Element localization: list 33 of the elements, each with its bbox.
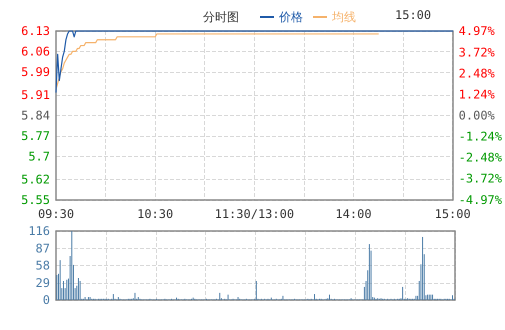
y-tick-label: 6.06	[21, 44, 50, 58]
y-tick-label: 58	[36, 258, 50, 272]
y2-tick-label: -1.24%	[458, 130, 503, 144]
legend-label: 价格	[278, 10, 303, 24]
y-tick-label: 5.55	[21, 193, 50, 207]
y2-tick-label: 4.97%	[458, 24, 496, 38]
y-tick-label: 5.91	[21, 88, 50, 102]
y-tick-label: 5.84	[21, 108, 50, 122]
y-tick-label: 5.7	[28, 149, 50, 164]
y2-tick-label: -3.72%	[458, 172, 503, 186]
y2-tick-label: 0.00%	[458, 108, 496, 122]
line-series	[55, 33, 379, 90]
y-tick-label: 0	[42, 293, 50, 307]
y-tick-label: 5.77	[21, 128, 50, 143]
y-tick-label: 116	[28, 224, 50, 238]
y-tick-label: 5.99	[21, 64, 50, 79]
y-tick-label: 29	[36, 276, 50, 290]
x-tick-label: 09:30	[38, 207, 74, 221]
legend-label: 均线	[331, 10, 356, 24]
y2-tick-label: -4.97%	[458, 193, 503, 207]
y-tick-label: 5.62	[21, 172, 50, 187]
chart-title: 分时图	[203, 10, 239, 24]
y2-tick-label: -2.48%	[458, 150, 503, 165]
y-tick-label: 87	[36, 241, 50, 256]
y2-tick-label: 2.48%	[458, 66, 496, 80]
x-tick-label: 11:30/13:00	[214, 207, 294, 221]
text: 15:00	[395, 8, 432, 22]
x-tick-label: 15:00	[434, 207, 471, 221]
y-tick-label: 6.13	[21, 24, 50, 38]
x-tick-label: 10:30	[137, 207, 174, 221]
y2-tick-label: 1.24%	[458, 87, 496, 102]
x-tick-label: 14:00	[335, 207, 372, 221]
y2-tick-label: 3.72%	[458, 45, 496, 60]
